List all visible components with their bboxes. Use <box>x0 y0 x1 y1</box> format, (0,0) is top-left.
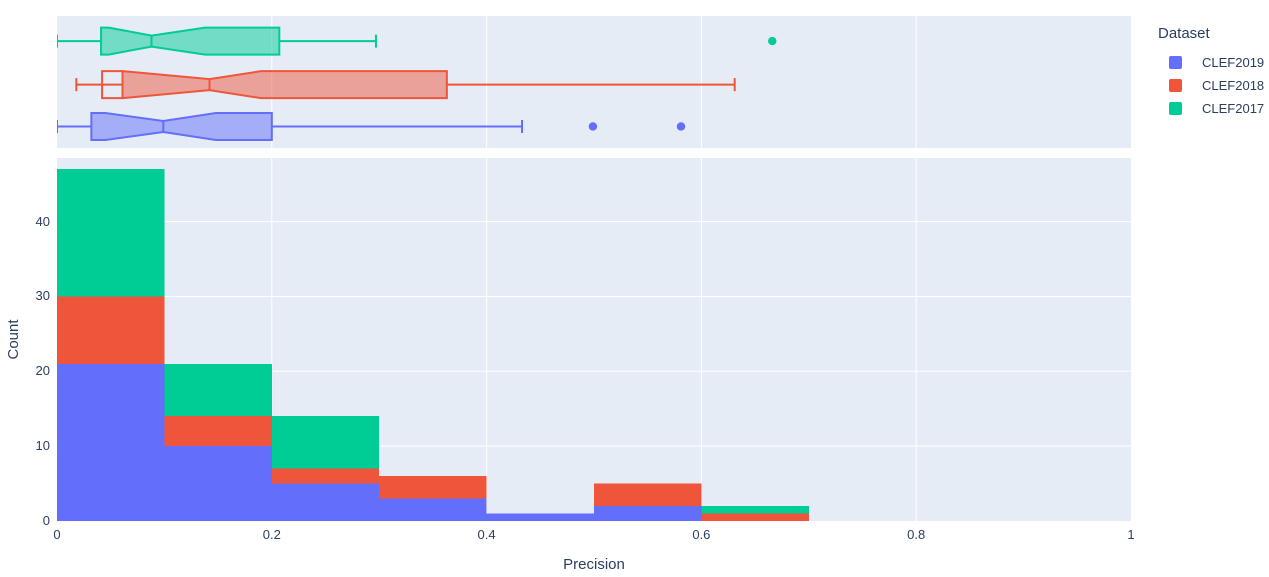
box-outlier-CLEF2017 <box>768 36 777 46</box>
box-plot-canvas[interactable] <box>57 16 1131 148</box>
hist-bar-CLEF2017 <box>164 363 272 417</box>
histogram-canvas[interactable] <box>57 158 1131 521</box>
box-outlier-CLEF2019 <box>588 122 598 131</box>
legend-swatch-icon <box>1169 102 1182 115</box>
box-whisker-CLEF2018 <box>75 78 736 92</box>
hist-bar-CLEF2018 <box>164 416 272 447</box>
legend-item-label: CLEF2017 <box>1202 101 1265 116</box>
y-axis-title: Count <box>5 319 22 360</box>
y-tick-label: 0 <box>42 513 50 528</box>
x-tick-label: 0.2 <box>262 527 281 542</box>
x-tick-label: 0.4 <box>477 527 496 542</box>
hist-bar-CLEF2017 <box>701 506 809 514</box>
hist-bar-CLEF2017 <box>271 416 380 469</box>
legend-item-CLEF2019[interactable]: CLEF2019 <box>1158 51 1264 74</box>
legend-item-CLEF2018[interactable]: CLEF2018 <box>1158 74 1264 97</box>
box-CLEF2018 <box>121 70 448 100</box>
legend-title: Dataset <box>1158 25 1210 42</box>
legend: Dataset CLEF2019 CLEF2018 CLEF2017 <box>1158 25 1264 120</box>
histogram-subplot[interactable] <box>57 158 1131 521</box>
hist-bar-CLEF2018 <box>271 468 380 484</box>
y-tick-label: 20 <box>35 363 50 379</box>
x-tick-label: 0.8 <box>907 527 926 542</box>
legend-item-CLEF2017[interactable]: CLEF2017 <box>1158 97 1264 120</box>
legend-swatch-icon <box>1169 56 1182 69</box>
hist-bar-CLEF2019 <box>486 513 594 521</box>
box-CLEF2017 <box>100 26 281 56</box>
hist-bar-CLEF2018 <box>701 513 809 521</box>
y-tick-label: 40 <box>35 213 50 229</box>
box-notch-flare-CLEF2018 <box>101 70 123 100</box>
y-tick-label: 10 <box>35 438 50 454</box>
legend-swatch-icon <box>1169 79 1182 92</box>
box-whisker-CLEF2017 <box>57 34 377 48</box>
hist-bar-CLEF2018 <box>57 296 165 364</box>
legend-items: CLEF2019 CLEF2018 CLEF2017 <box>1158 51 1264 120</box>
hist-bar-CLEF2017 <box>57 169 165 297</box>
hist-bar-CLEF2019 <box>594 506 702 521</box>
box-whisker-CLEF2019 <box>57 119 524 133</box>
x-tick-label: 0.6 <box>692 527 711 542</box>
hist-bar-CLEF2019 <box>379 498 487 521</box>
hist-bar-CLEF2019 <box>271 483 380 521</box>
x-tick-label: 1 <box>1127 527 1135 542</box>
box-CLEF2019 <box>90 111 273 141</box>
box-outlier-CLEF2019 <box>676 122 686 131</box>
hist-bar-CLEF2019 <box>57 363 165 521</box>
x-axis-title: Precision <box>563 556 625 573</box>
x-tick-label: 0 <box>53 527 61 542</box>
hist-bar-CLEF2018 <box>594 483 702 507</box>
legend-item-label: CLEF2019 <box>1202 55 1265 70</box>
y-tick-label: 30 <box>35 288 50 304</box>
hist-bar-CLEF2018 <box>379 476 487 499</box>
legend-item-label: CLEF2018 <box>1202 78 1265 93</box>
hist-bar-CLEF2019 <box>164 446 272 521</box>
box-subplot[interactable] <box>57 16 1131 148</box>
